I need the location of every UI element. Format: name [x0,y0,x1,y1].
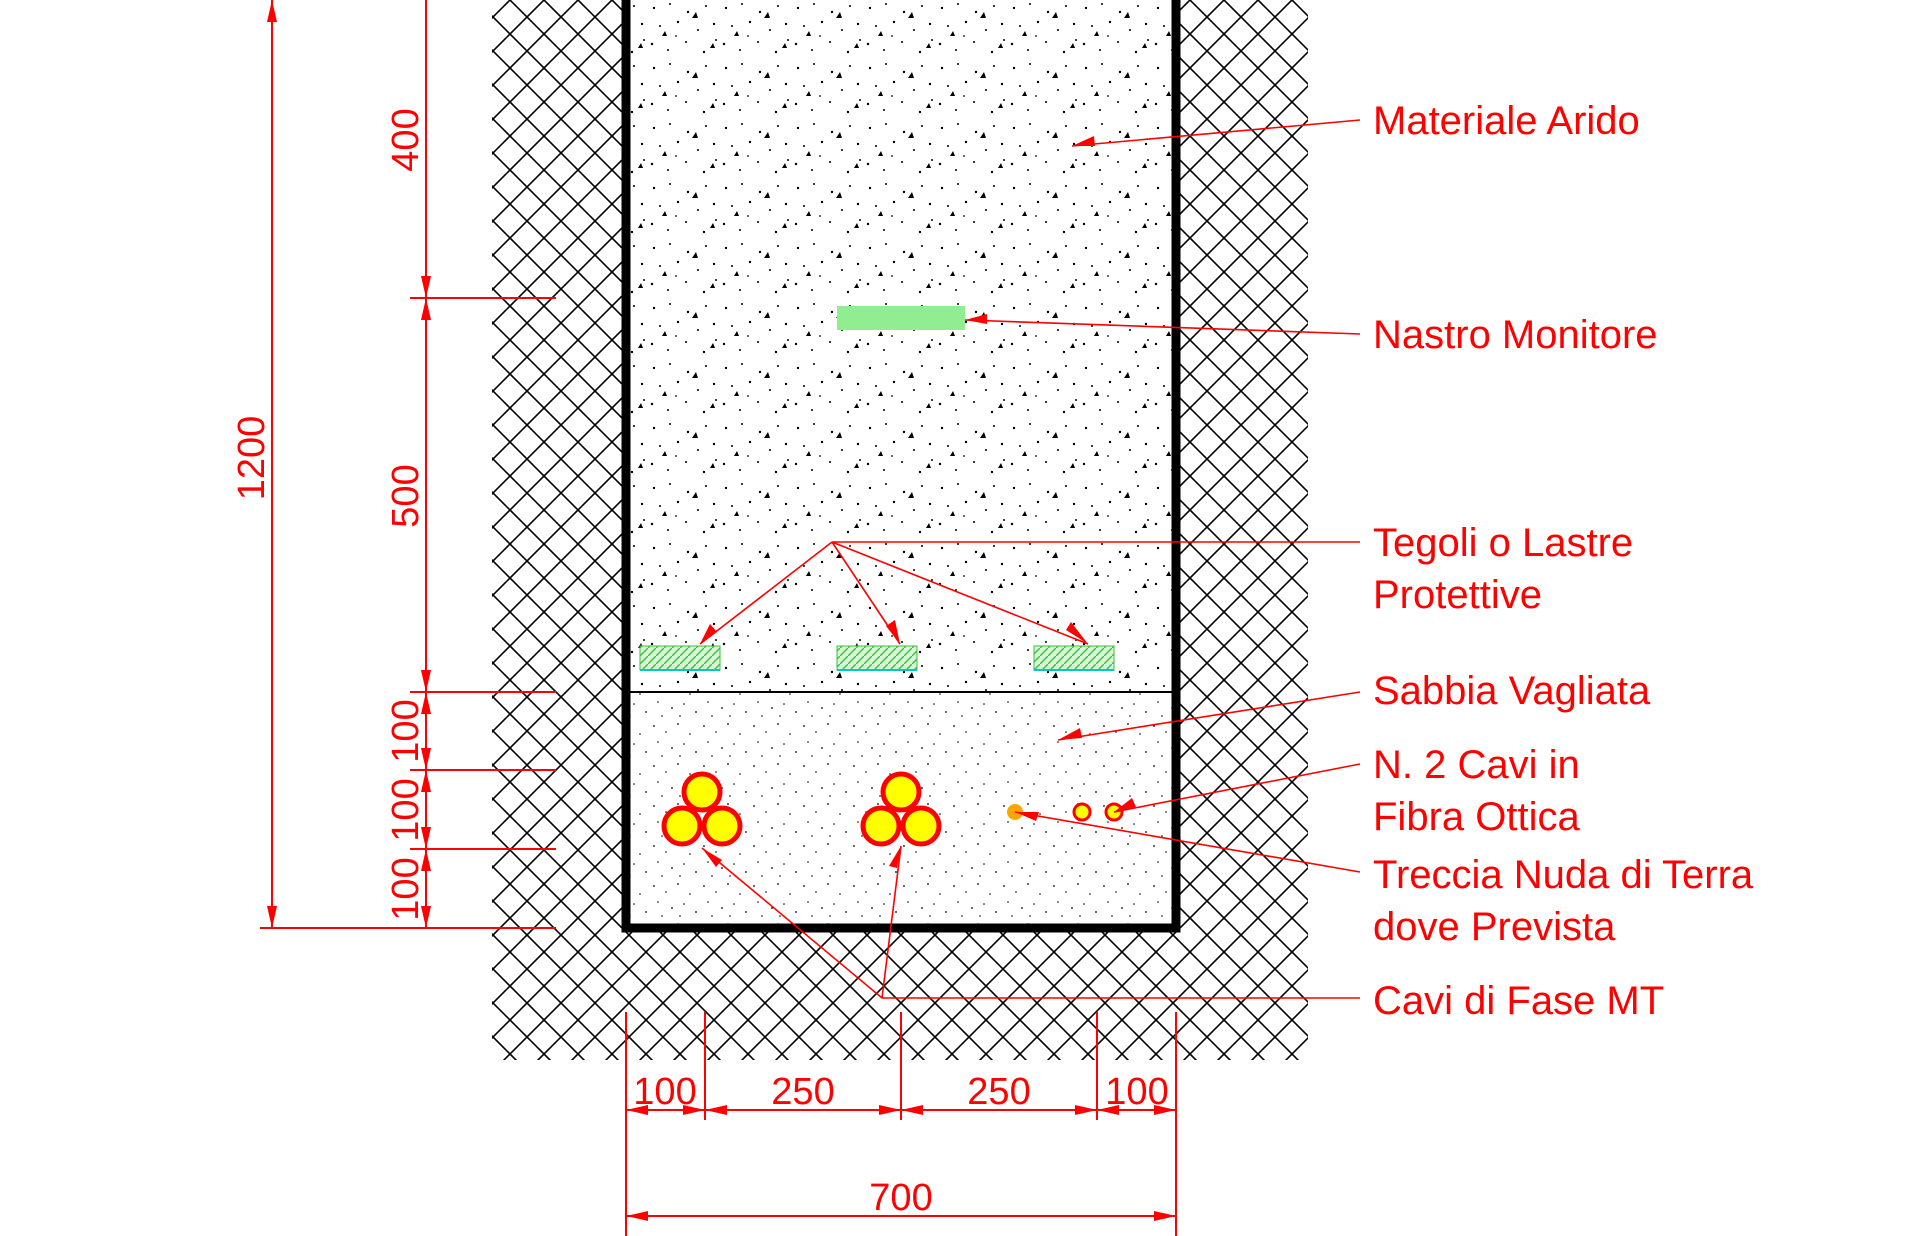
protective-tile [1033,645,1115,671]
protective-tiles [639,645,1115,671]
dim-vertical-100-b: 100 [385,778,427,841]
label-tegoli-line1: Tegoli o Lastre [1373,521,1633,565]
mt-cable [701,805,743,847]
dim-vertical-total: 1200 [231,416,273,501]
label-materiale-arido: Materiale Arido [1373,99,1640,143]
label-fibra-line2: Fibra Ottica [1373,795,1580,839]
warning-tape [837,306,965,330]
label-cavi-fase: Cavi di Fase MT [1373,979,1664,1023]
label-treccia-line1: Treccia Nuda di Terra [1373,853,1754,897]
mt-cable [900,805,942,847]
leader-lines [699,119,1361,999]
horizontal-dimensions [625,1012,1177,1236]
dim-horizontal-total: 700 [869,1177,932,1219]
trench-wall [621,0,1181,933]
label-sabbia-vagliata: Sabbia Vagliata [1373,669,1651,713]
label-treccia-line2: dove Prevista [1373,905,1616,949]
mt-cable [661,805,703,847]
mt-cable [880,771,922,813]
mt-cable [681,771,723,813]
dim-vertical-100-c: 100 [385,857,427,920]
mt-cable [860,805,902,847]
fiber-optic-cable [1072,802,1092,822]
dim-vertical-400: 400 [385,108,427,171]
dim-horizontal-100-right: 100 [1105,1071,1168,1113]
dim-vertical-500: 500 [385,464,427,527]
dim-horizontal-250-right: 250 [967,1071,1030,1113]
dim-vertical-100-a: 100 [385,699,427,762]
label-nastro-monitore: Nastro Monitore [1373,313,1658,357]
surrounding-soil [492,0,1308,1060]
protective-tile [836,645,918,671]
leader-arrowheads [700,136,1136,868]
label-tegoli-line2: Protettive [1373,573,1542,617]
protective-tile [639,645,721,671]
mt-cable-trefoil-right [860,771,942,847]
dim-horizontal-100-left: 100 [633,1071,696,1113]
mt-cable-trefoil-left [661,771,743,847]
vertical-dimensions [260,0,556,929]
dim-horizontal-250-left: 250 [771,1071,834,1113]
label-fibra-line1: N. 2 Cavi in [1373,743,1580,787]
